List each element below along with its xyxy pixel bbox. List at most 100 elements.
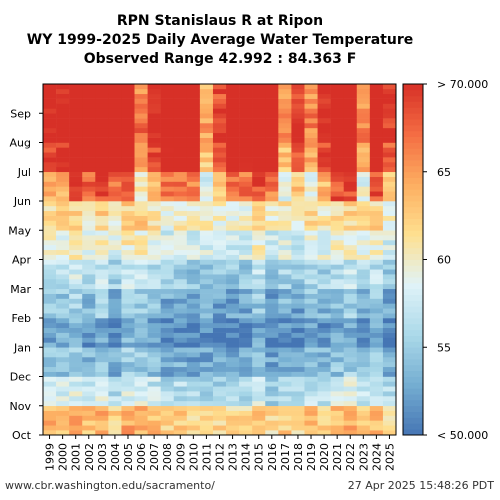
heat-cell xyxy=(226,186,240,192)
heat-cell xyxy=(160,425,175,431)
heat-cell xyxy=(278,361,292,368)
heat-cell xyxy=(265,279,279,285)
heat-cell xyxy=(369,162,384,168)
heat-cell xyxy=(317,327,331,333)
heat-cell xyxy=(239,249,253,255)
heat-cell xyxy=(252,400,266,407)
heat-cell xyxy=(69,386,83,392)
heat-cell xyxy=(317,123,331,129)
heat-cell xyxy=(43,127,57,134)
heat-cell xyxy=(147,244,161,251)
heat-cell xyxy=(173,93,188,99)
heat-cell xyxy=(265,137,279,143)
heat-cell xyxy=(278,410,292,416)
heat-cell xyxy=(43,308,57,314)
heat-cell xyxy=(291,118,305,124)
heat-cell xyxy=(212,391,227,397)
heat-cell xyxy=(212,93,227,99)
heat-cell xyxy=(186,361,201,368)
heat-cell xyxy=(265,244,279,251)
heat-cell xyxy=(252,430,266,436)
x-tick-label: 2003 xyxy=(96,443,109,471)
heat-cell xyxy=(186,88,201,95)
heat-cell xyxy=(160,220,175,226)
y-tick-label: Jan xyxy=(13,341,31,354)
heat-cell xyxy=(304,347,318,353)
heat-cell xyxy=(278,405,292,411)
heat-cell xyxy=(239,137,253,143)
heat-cell xyxy=(95,127,109,134)
heat-cell xyxy=(95,142,109,148)
heat-cell xyxy=(43,88,57,95)
heat-cell xyxy=(265,191,279,197)
heat-cell xyxy=(56,303,70,309)
heat-cell xyxy=(121,127,135,134)
colorbar-segment xyxy=(403,119,423,126)
heat-cell xyxy=(330,381,344,387)
heat-cell xyxy=(278,196,292,202)
heat-cell xyxy=(186,220,201,226)
heat-cell xyxy=(199,254,214,260)
heat-cell xyxy=(239,376,253,382)
heat-cell xyxy=(356,220,371,226)
colorbar-segment xyxy=(403,107,423,114)
heat-cell xyxy=(160,342,175,348)
heat-cell xyxy=(147,303,161,309)
heat-cell xyxy=(108,420,122,426)
heat-cell xyxy=(82,196,96,202)
colorbar-segment xyxy=(403,300,423,307)
heat-cell xyxy=(56,288,70,294)
heat-cell xyxy=(186,123,201,129)
heat-cell xyxy=(147,123,161,129)
heat-cell xyxy=(343,410,358,416)
heat-cell xyxy=(291,201,305,207)
heat-cell xyxy=(291,337,305,343)
colorbar-segment xyxy=(403,306,423,313)
heat-cell xyxy=(160,162,175,168)
heat-cell xyxy=(95,259,109,265)
heat-cell xyxy=(278,347,292,353)
colorbar-segment xyxy=(403,341,423,348)
heat-cell xyxy=(56,132,70,138)
heat-cell xyxy=(199,352,214,358)
heat-cell xyxy=(278,400,292,407)
heat-cell xyxy=(95,205,109,212)
heat-cell xyxy=(291,210,305,216)
heat-cell xyxy=(278,274,292,280)
heat-cell xyxy=(199,274,214,280)
heat-cell xyxy=(121,162,135,168)
heat-cell xyxy=(43,279,57,285)
heat-cell xyxy=(369,93,384,99)
heat-cell xyxy=(82,400,96,407)
heat-cell xyxy=(291,205,305,212)
heat-cell xyxy=(369,166,384,173)
heat-cell xyxy=(382,332,397,338)
heat-cell xyxy=(317,279,331,285)
heat-cell xyxy=(330,240,344,246)
colorbar-segment xyxy=(403,417,423,424)
heat-cell xyxy=(134,191,148,197)
heat-cell xyxy=(265,162,279,168)
heat-cell xyxy=(212,254,227,260)
heat-cell xyxy=(43,196,57,202)
heat-cell xyxy=(69,98,83,104)
heat-cell xyxy=(56,361,70,368)
heat-cell xyxy=(95,400,109,407)
heat-cell xyxy=(199,132,214,138)
heat-cell xyxy=(134,254,148,260)
heat-cell xyxy=(43,108,57,114)
heat-cell xyxy=(239,230,253,236)
heat-cell xyxy=(134,235,148,241)
heat-cell xyxy=(95,347,109,353)
heat-cell xyxy=(330,98,344,104)
heat-cell xyxy=(95,376,109,382)
heat-cell xyxy=(304,152,318,158)
heat-cell xyxy=(147,132,161,138)
heat-cell xyxy=(121,337,135,343)
heat-cell xyxy=(43,113,57,119)
heat-cell xyxy=(173,181,188,187)
heat-cell xyxy=(121,288,135,294)
heat-cell xyxy=(121,230,135,236)
heat-cell xyxy=(121,352,135,358)
heat-cell xyxy=(121,357,135,363)
